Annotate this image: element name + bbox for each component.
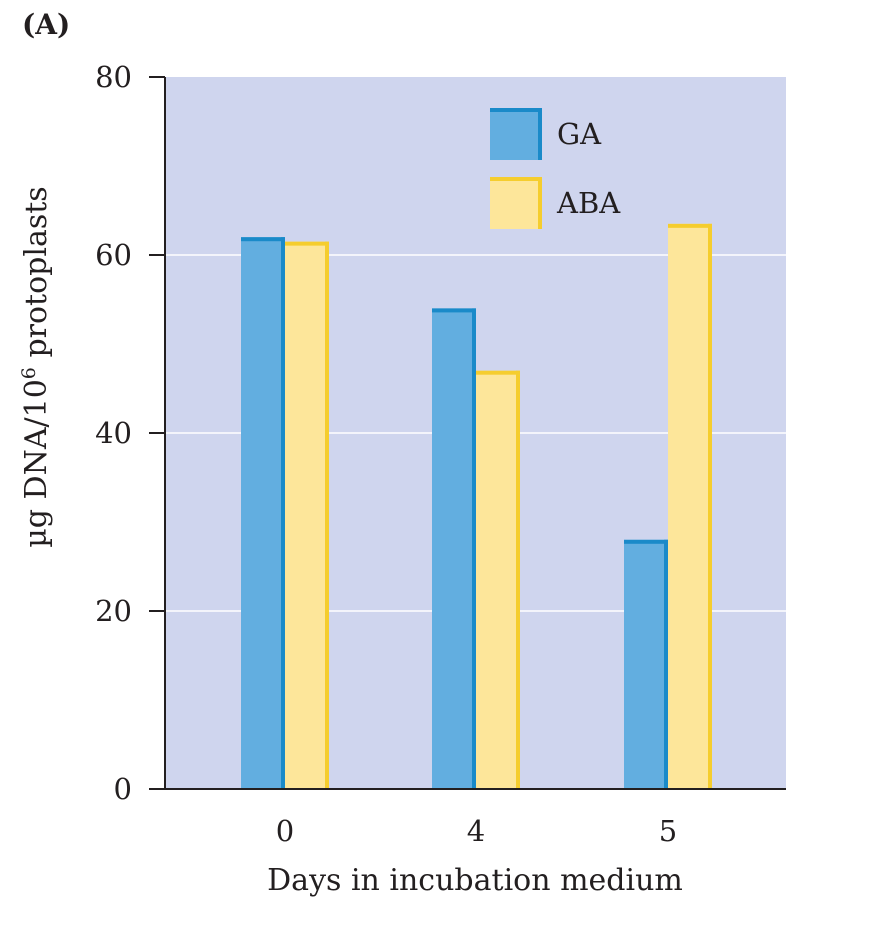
legend-item-aba: ABA bbox=[490, 177, 621, 229]
x-tick-label-4: 4 bbox=[467, 814, 485, 848]
y-axis-label-superscript: 6 bbox=[18, 367, 40, 379]
axes bbox=[149, 76, 786, 790]
legend-swatch-ga bbox=[490, 108, 542, 160]
legend: GA ABA bbox=[490, 108, 621, 229]
y-tick-label-80: 80 bbox=[95, 60, 132, 94]
legend-label-ga: GA bbox=[557, 117, 602, 151]
legend-item-ga: GA bbox=[490, 108, 602, 160]
legend-label-aba: ABA bbox=[556, 186, 621, 220]
y-tick-label-40: 40 bbox=[95, 416, 132, 450]
bar-ga-day-0 bbox=[241, 237, 285, 789]
legend-swatch-aba bbox=[490, 177, 542, 229]
bars bbox=[241, 223, 712, 790]
bar-aba-day-4 bbox=[476, 370, 520, 789]
bar-ga-day-5 bbox=[624, 539, 668, 789]
y-tick-label-0: 0 bbox=[114, 772, 132, 806]
x-tick-labels: 0 4 5 bbox=[276, 814, 677, 848]
y-axis-label: µg DNA/106 protoplasts bbox=[18, 186, 54, 547]
bar-aba-day-5 bbox=[668, 223, 712, 790]
panel-label: (A) bbox=[22, 8, 70, 41]
bar-aba-day-0 bbox=[285, 241, 329, 789]
x-tick-label-0: 0 bbox=[276, 814, 294, 848]
x-axis-label: Days in incubation medium bbox=[267, 863, 683, 898]
y-tick-label-20: 20 bbox=[95, 594, 132, 628]
y-tick-label-60: 60 bbox=[95, 238, 132, 272]
y-axis-label-main: µg DNA/10 bbox=[19, 379, 54, 548]
y-tick-labels: 0 20 40 60 80 bbox=[95, 60, 132, 806]
x-tick-label-5: 5 bbox=[659, 814, 677, 848]
y-axis-label-tail: protoplasts bbox=[19, 186, 54, 367]
bar-ga-day-4 bbox=[432, 308, 476, 789]
